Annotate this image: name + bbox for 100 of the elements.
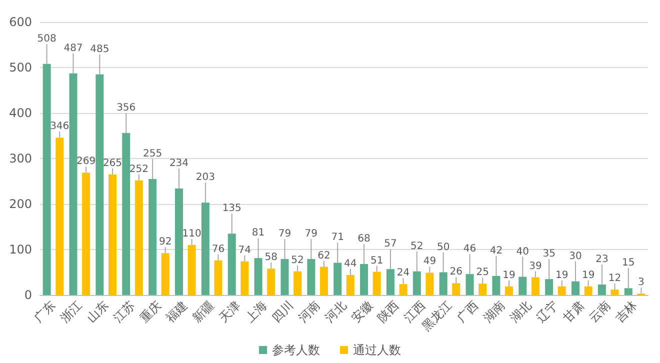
x-tick-label: 天津	[216, 298, 244, 325]
data-label: 68	[358, 234, 370, 245]
x-tick-label: 广西	[454, 298, 482, 325]
x-tick-label: 广东	[31, 298, 58, 325]
bar	[320, 266, 328, 295]
x-tick-label: 四川	[269, 298, 296, 325]
data-label: 39	[529, 260, 542, 272]
data-label: 71	[331, 232, 344, 244]
y-tick-label: 400	[9, 106, 32, 120]
bar	[545, 279, 554, 295]
x-tick-label: 河南	[296, 298, 323, 325]
bar	[466, 274, 474, 295]
bar	[240, 261, 249, 295]
bar	[82, 172, 90, 295]
data-label: 15	[622, 258, 635, 269]
data-label: 52	[291, 254, 304, 266]
x-tick-label: 陕西	[374, 298, 402, 325]
x-tick-label: 上海	[242, 298, 270, 325]
bar	[56, 138, 64, 295]
data-label: 58	[264, 252, 278, 264]
data-label: 49	[423, 256, 436, 268]
data-label: 485	[90, 44, 110, 55]
data-label: 3	[638, 277, 644, 288]
x-tick-label: 重庆	[137, 298, 164, 325]
data-label: 110	[182, 228, 202, 240]
bar	[42, 64, 51, 295]
data-label: 62	[318, 250, 330, 262]
bar	[386, 269, 394, 295]
bar	[294, 271, 302, 295]
y-tick-label: 500	[9, 60, 32, 74]
x-tick-label: 湖南	[480, 298, 508, 325]
bar	[558, 286, 566, 295]
bar	[426, 272, 434, 295]
bar	[307, 259, 316, 295]
bar	[399, 284, 408, 295]
data-label: 24	[396, 268, 410, 279]
x-tick-label: 吉林	[612, 298, 640, 325]
y-tick-label: 0	[24, 288, 32, 302]
bar	[161, 253, 170, 295]
bar	[334, 262, 342, 295]
legend-label: 参考人数	[272, 343, 320, 357]
data-label: 12	[608, 273, 622, 284]
x-tick-label: 云南	[586, 298, 614, 325]
bar	[372, 272, 381, 295]
data-label: 50	[436, 242, 450, 253]
data-label: 79	[304, 228, 318, 240]
x-tick-label: 浙江	[58, 298, 85, 325]
bar	[492, 276, 500, 295]
x-tick-label: 甘肃	[560, 298, 587, 325]
data-label: 269	[76, 156, 96, 168]
x-tick-label: 安徽	[348, 298, 376, 325]
bar	[254, 258, 262, 295]
bar	[452, 283, 460, 295]
bar	[96, 74, 104, 295]
data-label: 487	[64, 42, 83, 54]
data-label: 25	[476, 267, 489, 278]
y-tick-label: 600	[9, 15, 32, 29]
data-label: 26	[450, 266, 463, 278]
bar	[280, 259, 289, 295]
data-label: 76	[212, 244, 225, 255]
data-label: 252	[129, 164, 148, 175]
bar	[610, 290, 619, 295]
x-tick-label: 辽宁	[534, 298, 560, 325]
data-label: 51	[370, 255, 384, 266]
bar	[188, 244, 196, 295]
bar	[572, 281, 580, 295]
bar	[584, 286, 592, 295]
x-tick-label: 福建	[163, 298, 190, 325]
bar	[360, 264, 368, 295]
bar	[134, 180, 143, 295]
bar	[174, 188, 183, 295]
x-tick-label: 河北	[322, 298, 349, 325]
data-label: 46	[463, 244, 476, 255]
data-label: 52	[410, 240, 424, 252]
x-tick-label: 新疆	[190, 298, 217, 325]
bar	[412, 271, 421, 295]
bar	[267, 268, 276, 295]
data-label: 92	[158, 236, 172, 248]
data-label: 79	[278, 228, 292, 240]
data-label: 81	[252, 228, 265, 239]
data-label: 356	[116, 102, 136, 114]
x-tick-label: 山东	[84, 298, 112, 325]
bar	[108, 174, 116, 295]
bar	[148, 178, 157, 295]
data-label: 508	[37, 33, 56, 44]
bar	[505, 286, 514, 295]
bar	[122, 133, 130, 295]
bar	[518, 276, 527, 295]
data-label: 19	[582, 270, 595, 281]
data-label: 135	[222, 203, 242, 214]
y-tick-label: 200	[9, 197, 32, 211]
data-label: 19	[502, 270, 516, 281]
x-tick-label: 江苏	[110, 298, 138, 325]
bar	[201, 202, 210, 295]
data-label: 42	[490, 245, 503, 256]
bar	[531, 277, 540, 295]
data-label: 234	[169, 158, 189, 170]
bar	[624, 288, 632, 295]
y-tick-label: 100	[9, 242, 32, 256]
data-label: 44	[344, 258, 357, 270]
